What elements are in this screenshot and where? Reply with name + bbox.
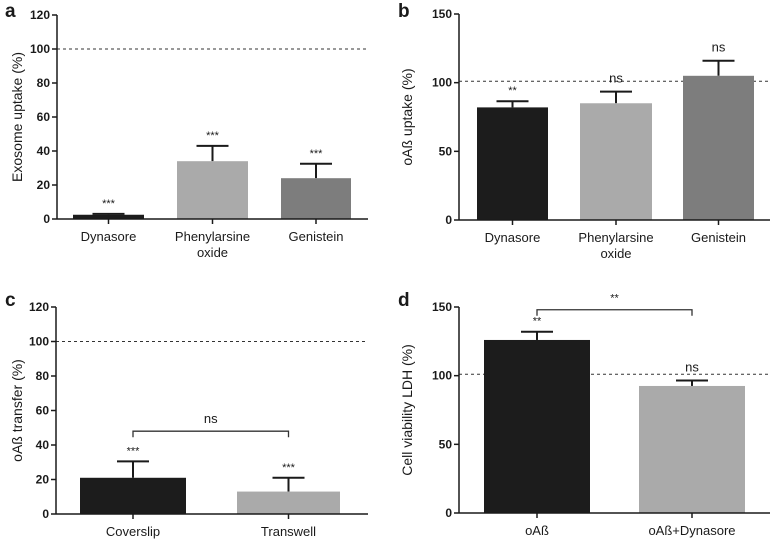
category-label-line: Phenylarsine	[578, 230, 653, 245]
significance-bracket	[536, 309, 693, 316]
category-label: Transwell	[261, 524, 316, 539]
bar	[639, 385, 745, 513]
significance-label: ***	[310, 148, 324, 160]
significance-label: **	[508, 85, 517, 97]
y-tick-label: 120	[30, 8, 50, 22]
significance-label: ***	[282, 462, 296, 474]
panel-d: d ** oAß ns oAß+Dynasore ** 0 50 100 150 Cell viab…	[398, 290, 770, 538]
bar	[580, 103, 652, 220]
category-label: Phenylarsine oxide	[175, 229, 250, 260]
y-tick-label: 100	[432, 76, 452, 90]
significance-bracket	[132, 430, 290, 438]
significance-label: ***	[102, 198, 116, 210]
significance-label: ***	[127, 445, 141, 457]
category-label: Dynasore	[81, 229, 137, 244]
panel-b: b ** Dynasore ns Phenylarsine oxide ns Genistei…	[398, 1, 770, 261]
y-tick-label: 100	[29, 335, 49, 349]
category-label-line: Phenylarsine	[175, 229, 250, 244]
category-label-line: Dynasore	[485, 230, 541, 245]
y-tick-label: 0	[445, 213, 452, 227]
y-tick-label: 20	[37, 178, 51, 192]
bar	[477, 107, 548, 220]
y-tick-label: 60	[37, 110, 51, 124]
y-tick-label: 100	[30, 42, 50, 56]
bar	[484, 339, 590, 513]
significance-label: ***	[206, 130, 220, 142]
category-label: Genistein	[691, 230, 746, 245]
bar	[177, 161, 248, 219]
significance-label: ns	[712, 40, 726, 55]
significance-label: ns	[685, 359, 699, 374]
category-label-line: oxide	[197, 245, 228, 260]
y-axis-label: oAß transfer (%)	[9, 359, 25, 462]
y-tick-label: 40	[36, 438, 50, 452]
significance-label: **	[533, 316, 542, 328]
y-tick-label: 0	[445, 506, 452, 520]
category-label: oAß+Dynasore	[648, 523, 735, 538]
y-tick-label: 50	[439, 144, 453, 158]
panel-letter: c	[5, 290, 16, 311]
bar	[237, 491, 340, 514]
category-label-line: Transwell	[261, 524, 316, 539]
panel-letter: d	[398, 290, 410, 311]
category-label-line: Coverslip	[106, 524, 160, 539]
bar	[281, 178, 351, 219]
y-tick-label: 150	[432, 300, 452, 314]
y-axis-label: Exosome uptake (%)	[9, 52, 25, 182]
panel-c: c *** Coverslip *** Transwell ns 0 20 40 60 80 100 1…	[5, 290, 368, 539]
y-tick-label: 60	[36, 404, 50, 418]
y-tick-label: 100	[432, 369, 452, 383]
category-label-line: oxide	[600, 246, 631, 261]
y-tick-label: 20	[36, 473, 50, 487]
bar	[73, 214, 144, 219]
y-axis-label: oAß uptake (%)	[399, 68, 415, 165]
category-label-line: Genistein	[289, 229, 344, 244]
y-axis-label: Cell viability LDH (%)	[399, 344, 415, 475]
bar	[683, 75, 754, 220]
y-tick-label: 40	[37, 144, 51, 158]
bracket-label: ns	[204, 411, 218, 426]
category-label: Genistein	[289, 229, 344, 244]
category-label-line: oAß	[525, 523, 549, 538]
y-tick-label: 120	[29, 300, 49, 314]
panel-letter: b	[398, 1, 410, 22]
category-label-line: Dynasore	[81, 229, 137, 244]
y-tick-label: 50	[439, 437, 453, 451]
category-label-line: oAß+Dynasore	[648, 523, 735, 538]
panel-letter: a	[5, 1, 16, 22]
category-label: Phenylarsine oxide	[578, 230, 653, 261]
y-tick-label: 0	[43, 212, 50, 226]
bracket-label: **	[610, 293, 619, 305]
bar	[80, 477, 186, 514]
category-label: Dynasore	[485, 230, 541, 245]
y-tick-label: 150	[432, 7, 452, 21]
category-label-line: Genistein	[691, 230, 746, 245]
y-tick-label: 0	[42, 507, 49, 521]
panel-a: a *** Dynasore *** Phenylarsine oxide *** Genis…	[5, 1, 368, 260]
y-tick-label: 80	[36, 369, 50, 383]
y-tick-label: 80	[37, 76, 51, 90]
significance-label: ns	[609, 71, 623, 86]
category-label: oAß	[525, 523, 549, 538]
category-label: Coverslip	[106, 524, 160, 539]
